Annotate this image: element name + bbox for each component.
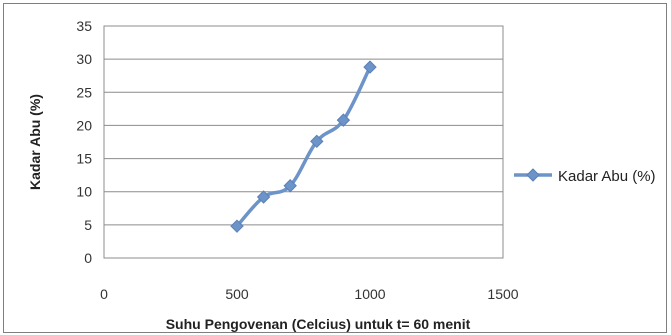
y-tick-label: 20 — [76, 117, 92, 133]
x-tick-label: 1500 — [487, 286, 518, 302]
y-axis-title: Kadar Abu (%) — [27, 94, 43, 190]
x-tick-label: 1000 — [354, 286, 385, 302]
y-tick-label: 0 — [84, 250, 92, 266]
y-tick-label: 30 — [76, 51, 92, 67]
plot-area-border — [103, 25, 504, 259]
data-point-marker — [256, 190, 271, 204]
legend-marker-icon — [526, 168, 540, 182]
data-point-marker — [310, 134, 324, 149]
y-tick-label: 15 — [76, 151, 92, 167]
x-tick-label: 500 — [225, 286, 249, 302]
y-tick-labels: 0 5 10 15 20 25 30 35 — [76, 18, 92, 266]
data-point-marker — [363, 60, 377, 74]
x-tick-label: 0 — [100, 286, 108, 302]
x-axis-title: Suhu Pengovenan (Celcius) untuk t= 60 me… — [166, 316, 471, 332]
data-point-marker — [283, 179, 297, 193]
series-layer — [230, 60, 377, 233]
data-point-marker — [230, 219, 244, 233]
legend: Kadar Abu (%) — [514, 168, 656, 185]
gridlines — [104, 25, 503, 226]
series-line — [235, 66, 372, 228]
chart-frame — [3, 3, 667, 333]
x-tick-labels: 0 500 1000 1500 — [100, 286, 519, 302]
y-tick-label: 35 — [76, 18, 92, 34]
y-tick-label: 10 — [76, 184, 92, 200]
y-tick-label: 5 — [84, 217, 92, 233]
y-tick-label: 25 — [76, 84, 92, 100]
data-point-marker — [336, 113, 351, 127]
legend-label: Kadar Abu (%) — [558, 168, 656, 185]
